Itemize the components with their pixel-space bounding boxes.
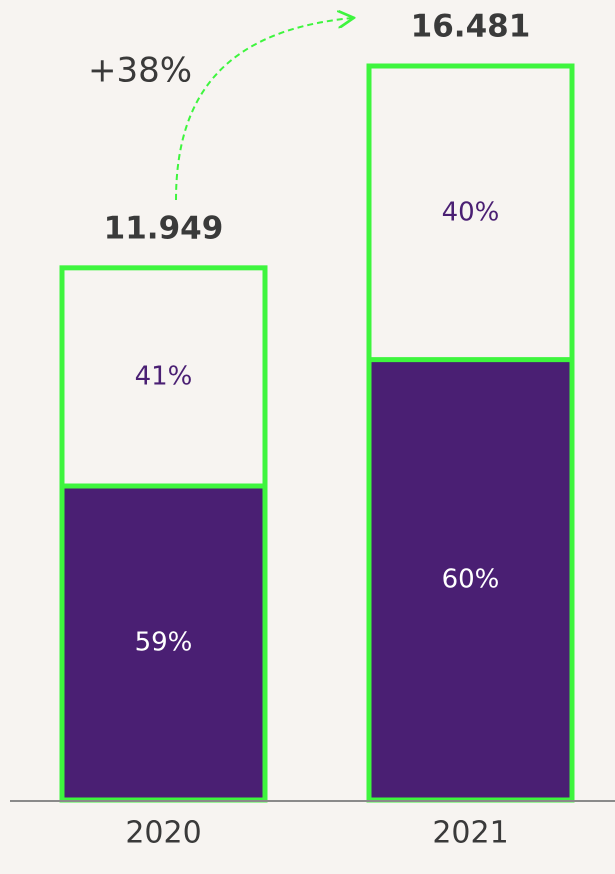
bars — [59, 63, 575, 803]
bar-segment — [62, 267, 265, 487]
x-tick-label: 2020 — [125, 816, 201, 851]
x-tick-label: 2021 — [432, 816, 508, 851]
segment-label: 41% — [135, 361, 193, 391]
total-label: 11.949 — [104, 210, 224, 246]
growth-arrow — [175, 18, 352, 201]
bar-segment — [369, 66, 572, 360]
growth-annotation: +38% — [88, 51, 192, 91]
segment-label: 60% — [442, 564, 500, 594]
segment-label: 40% — [442, 197, 500, 227]
total-label: 16.481 — [411, 9, 531, 45]
bar-segment — [62, 486, 265, 800]
segment-label: 59% — [135, 628, 193, 658]
bar-segment — [369, 359, 572, 800]
